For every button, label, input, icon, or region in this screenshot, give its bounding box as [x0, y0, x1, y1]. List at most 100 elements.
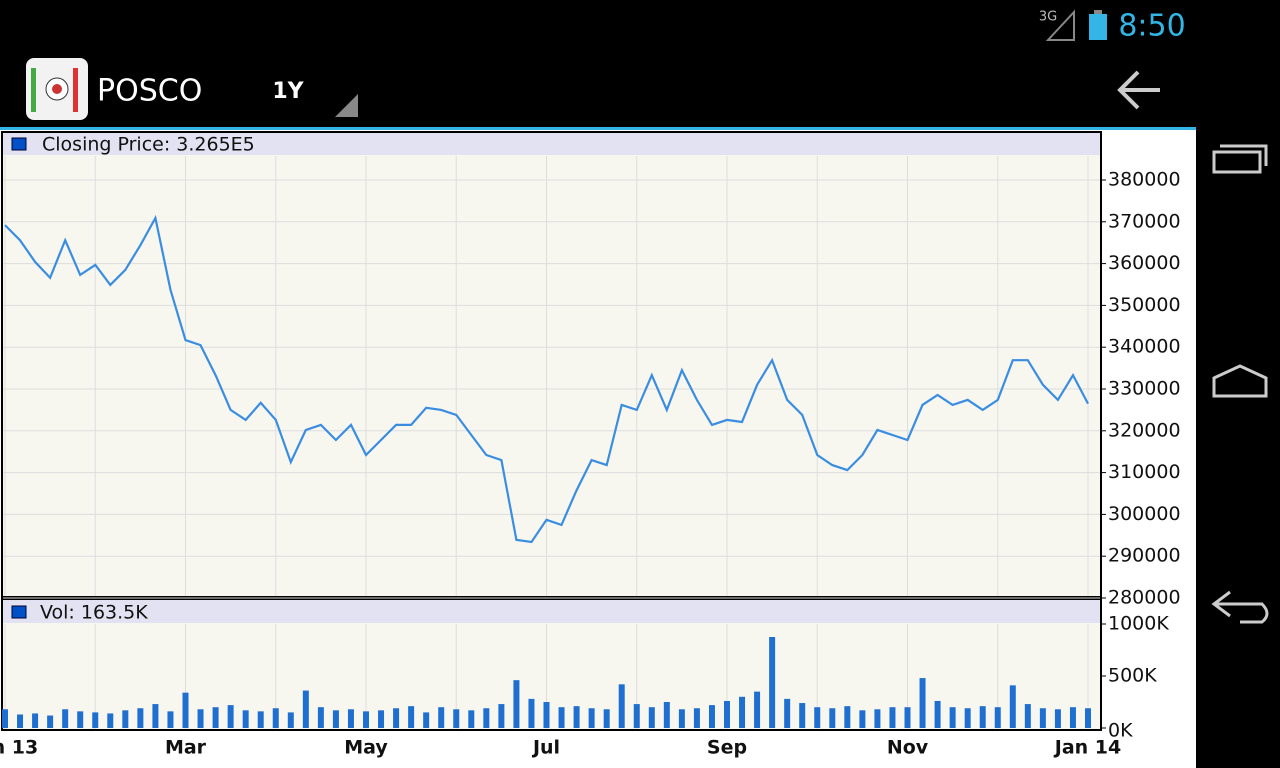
y-tick-label: 280000 [1108, 587, 1181, 609]
icon-up-arrow [31, 68, 36, 112]
icon-flag-center [52, 84, 62, 94]
signal-icon [1045, 9, 1075, 41]
volume-bar [62, 709, 69, 728]
spinner-arrow [335, 94, 358, 117]
volume-bar [814, 707, 821, 728]
volume-bar [122, 710, 129, 728]
nav-back-button[interactable] [1211, 590, 1269, 624]
volume-bar [317, 707, 324, 728]
volume-bar [347, 709, 354, 728]
volume-bar [633, 704, 640, 728]
app-bar [0, 50, 1196, 127]
back-button[interactable] [1117, 70, 1160, 110]
volume-bar [393, 708, 400, 728]
volume-bar [844, 706, 851, 728]
volume-bar [919, 678, 926, 728]
y-tick-label: 320000 [1108, 419, 1181, 441]
x-tick-label: Jan 13 [0, 737, 38, 759]
volume-bar [513, 680, 520, 728]
y-tick-label: 340000 [1108, 336, 1181, 358]
period-selector[interactable]: 1Y [272, 79, 304, 104]
volume-bar [934, 700, 941, 728]
nav-bar [1196, 130, 1280, 768]
battery-icon [1089, 14, 1107, 40]
y-tick-label: 1000K [1108, 613, 1169, 635]
volume-bar [558, 707, 565, 728]
x-tick-label: Jul [531, 737, 560, 759]
volume-bar [693, 708, 700, 728]
recents-button[interactable] [1212, 144, 1268, 174]
volume-bar [528, 698, 535, 728]
y-tick-label: 360000 [1108, 252, 1181, 274]
app-bar-divider [0, 127, 1196, 130]
volume-bar [829, 708, 836, 728]
volume-bar [17, 714, 24, 728]
app-title: POSCO [97, 74, 202, 109]
volume-bar [302, 690, 309, 728]
volume-bar [603, 709, 610, 728]
legend-swatch [11, 137, 27, 151]
volume-bar [212, 707, 219, 728]
volume-bar [979, 706, 986, 728]
volume-bar [663, 702, 670, 728]
home-button[interactable] [1212, 364, 1268, 398]
volume-bar [182, 692, 189, 728]
volume-bar [994, 707, 1001, 728]
volume-bar [483, 708, 490, 728]
volume-bar [32, 713, 39, 728]
volume-bar [1024, 704, 1031, 728]
volume-bar [107, 713, 114, 728]
volume-bar [167, 711, 174, 728]
volume-bar [152, 704, 159, 728]
volume-bar [197, 709, 204, 728]
volume-bar [1009, 685, 1016, 728]
volume-bar [859, 710, 866, 728]
y-tick-label: 380000 [1108, 169, 1181, 191]
volume-bar [799, 703, 806, 728]
legend-swatch [11, 605, 27, 619]
legend-label: Closing Price: 3.265E5 [42, 134, 255, 156]
volume-bar [949, 707, 956, 728]
price-line [4, 214, 1089, 544]
volume-bar [378, 710, 385, 728]
volume-bar [769, 637, 776, 728]
x-tick-label: May [344, 737, 388, 759]
volume-bar [47, 715, 54, 728]
volume-bar [618, 684, 625, 728]
price-legend-band [3, 133, 1100, 155]
battery-cap [1094, 10, 1102, 14]
clock: 8:50 [1118, 9, 1185, 44]
volume-bar [438, 707, 445, 728]
volume-bar [678, 709, 685, 728]
y-tick-label: 0K [1108, 720, 1133, 742]
volume-bar [754, 691, 761, 728]
volume-bar [1039, 708, 1046, 728]
volume-bar [874, 709, 881, 728]
x-tick-label: Nov [887, 737, 929, 759]
volume-bar [468, 710, 475, 728]
volume-bar [242, 710, 249, 728]
volume-bar [588, 708, 595, 728]
x-tick-label: Sep [707, 737, 747, 759]
volume-bar [708, 705, 715, 728]
y-tick-label: 300000 [1108, 503, 1181, 525]
volume-bar [137, 708, 144, 728]
volume-bar [332, 710, 339, 728]
legend-label: Vol: 163.5K [40, 602, 148, 624]
volume-bar [573, 706, 580, 728]
volume-bar [92, 712, 99, 728]
volume-bar [648, 707, 655, 728]
volume-bar [257, 711, 264, 728]
volume-bar [408, 706, 415, 728]
volume-bar [889, 707, 896, 728]
network-type: 3G [1039, 10, 1057, 25]
volume-bar [423, 712, 430, 728]
y-tick-label: 290000 [1108, 545, 1181, 567]
volume-bar [498, 704, 505, 728]
volume-bar [1085, 708, 1091, 728]
y-tick-label: 370000 [1108, 210, 1181, 232]
volume-bar [363, 711, 369, 728]
volume-bar [739, 696, 746, 728]
